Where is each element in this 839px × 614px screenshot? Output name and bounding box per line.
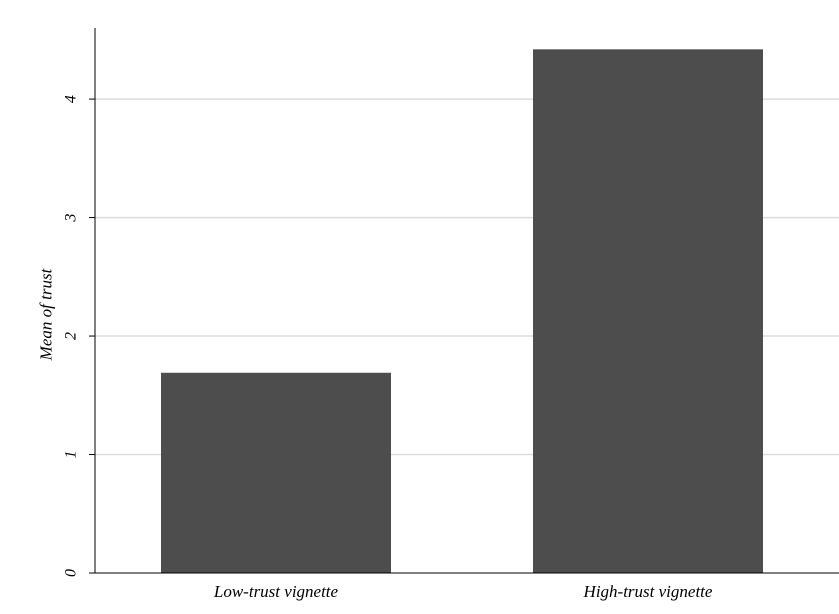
y-tick-label-4: 4 [63,95,80,103]
x-tick-label-1: Low-trust vignette [213,582,339,601]
y-ticks: 0 1 2 3 4 [63,95,95,577]
y-axis-title: Mean of trust [37,267,56,361]
bar-2 [533,49,763,573]
x-tick-label-2: High-trust vignette [583,582,713,601]
y-tick-label-3: 3 [63,214,80,223]
y-tick-label-2: 2 [63,332,80,340]
bar-1 [161,372,391,573]
axes [94,28,839,574]
bars [161,49,763,573]
y-tick-label-1: 1 [63,451,80,459]
y-tick-label-0: 0 [63,569,80,577]
x-tick-labels: Low-trust vignette High-trust vignette [213,582,713,601]
